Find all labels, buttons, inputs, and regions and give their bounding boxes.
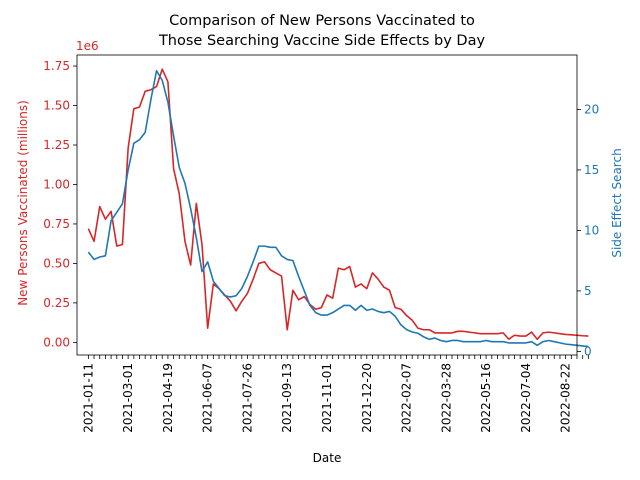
right-y-axis: 0 5 10 15 20: [577, 102, 599, 358]
right-tick-label: 20: [584, 102, 599, 116]
left-tick-label: 0.25: [43, 296, 70, 310]
x-tick-label: 2021-07-26: [240, 363, 254, 433]
left-tick-label: 0.75: [43, 217, 70, 231]
plot-area: [76, 54, 589, 356]
chart-title-line-1: Comparison of New Persons Vaccinated to: [169, 13, 475, 29]
series-line-left: [87, 68, 589, 341]
left-tick-label: 1.75: [43, 59, 70, 73]
right-tick-label: 10: [584, 223, 599, 237]
right-tick-label: 15: [584, 163, 599, 177]
right-tick-label: 5: [584, 284, 592, 298]
x-tick-label: 2021-01-11: [81, 363, 95, 433]
x-tick-label: 2021-04-19: [161, 363, 175, 433]
x-tick-label: 2021-09-13: [280, 363, 294, 433]
x-tick-label: 2021-06-07: [201, 363, 215, 433]
x-tick-label: 2022-02-07: [400, 363, 414, 433]
right-tick-label: 0: [584, 344, 592, 358]
right-axis-label: Side Effect Search: [610, 148, 624, 257]
left-axis-label: New Persons Vaccinated (millions): [16, 100, 30, 306]
x-tick-label: 2022-07-04: [519, 363, 533, 433]
x-tick-label: 2022-08-22: [559, 363, 573, 433]
chart-title: Comparison of New Persons Vaccinated to …: [158, 13, 486, 49]
left-y-axis: 0.00 0.25 0.50 0.75 1.00 1.25 1.50 1.75: [43, 59, 77, 349]
x-axis: 2021-01-11 2021-03-01 2021-04-19 2021-06-07…: [81, 355, 589, 433]
left-tick-label: 1.25: [43, 138, 70, 152]
plot-frame: [76, 54, 578, 356]
x-tick-label: 2021-11-01: [320, 363, 334, 433]
left-tick-label: 1.00: [43, 177, 70, 191]
x-tick-label: 2021-12-20: [360, 363, 374, 433]
x-tick-label: 2022-05-16: [479, 363, 493, 433]
chart-title-line-2: Those Searching Vaccine Side Effects by …: [158, 33, 486, 49]
x-axis-label: Date: [313, 451, 342, 465]
x-tick-label: 2022-03-28: [439, 363, 453, 433]
series-line-right: [87, 69, 589, 348]
left-axis-offset-label: 1e6: [76, 39, 99, 53]
x-tick-label: 2021-03-01: [121, 363, 135, 433]
left-tick-label: 0.50: [43, 256, 70, 270]
left-tick-label: 0.00: [43, 335, 70, 349]
left-tick-label: 1.50: [43, 99, 70, 113]
